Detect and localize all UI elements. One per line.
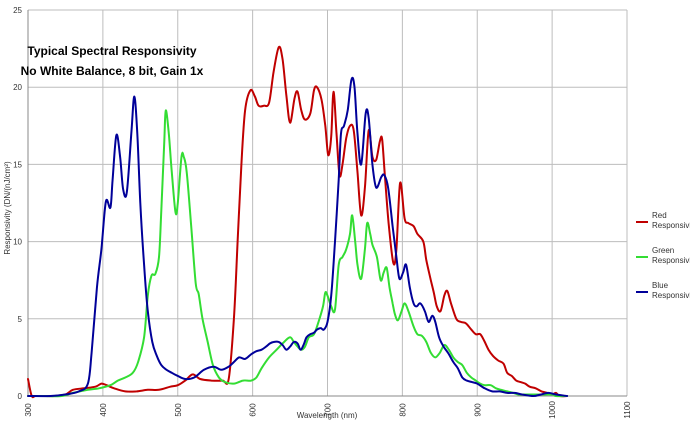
series-line-blue-responsivity xyxy=(27,76,569,398)
x-tick-label-600: 600 xyxy=(249,403,258,417)
x-axis-label: Wavelength (nm) xyxy=(297,411,358,420)
x-tick-label-800: 800 xyxy=(398,403,407,417)
series-line-red-responsivity xyxy=(27,45,569,399)
chart-title-line-1: Typical Spectral Responsivity xyxy=(27,44,196,58)
x-tick-label-400: 400 xyxy=(99,403,108,417)
y-tick-label-20: 20 xyxy=(13,83,22,92)
y-tick-label-15: 15 xyxy=(13,160,22,169)
legend-label-green-responsivity: GreenResponsivity xyxy=(652,246,690,265)
x-tick-label-1000: 1000 xyxy=(548,401,557,419)
x-tick-label-900: 900 xyxy=(473,403,482,417)
y-tick-label-5: 5 xyxy=(18,315,23,324)
series-line-green-responsivity xyxy=(27,109,569,398)
x-tick-labels: 300 400 500 600 700 800 900 1000 1100 xyxy=(24,401,632,419)
y-tick-label-25: 25 xyxy=(13,6,22,15)
y-tick-labels: 0 5 10 15 20 25 xyxy=(13,6,22,401)
chart-title-line-2: No White Balance, 8 bit, Gain 1x xyxy=(21,64,204,78)
y-tick-label-0: 0 xyxy=(18,392,23,401)
x-tick-label-1100: 1100 xyxy=(623,401,632,419)
legend-label-red-responsivity: RedResponsivity xyxy=(652,211,690,230)
x-tick-label-700: 700 xyxy=(324,403,333,417)
legend-label-blue-responsivity: BlueResponsivity xyxy=(652,281,690,300)
series-lines xyxy=(27,45,569,399)
legend: RedResponsivity GreenResponsivity BlueResp… xyxy=(636,211,690,300)
x-tick-label-500: 500 xyxy=(174,403,183,417)
y-axis-label: Responsivity (DN/(nJ/cm²) xyxy=(3,161,12,255)
chart-grid xyxy=(27,9,628,397)
y-tick-label-10: 10 xyxy=(13,238,22,247)
x-tick-label-300: 300 xyxy=(24,403,33,417)
